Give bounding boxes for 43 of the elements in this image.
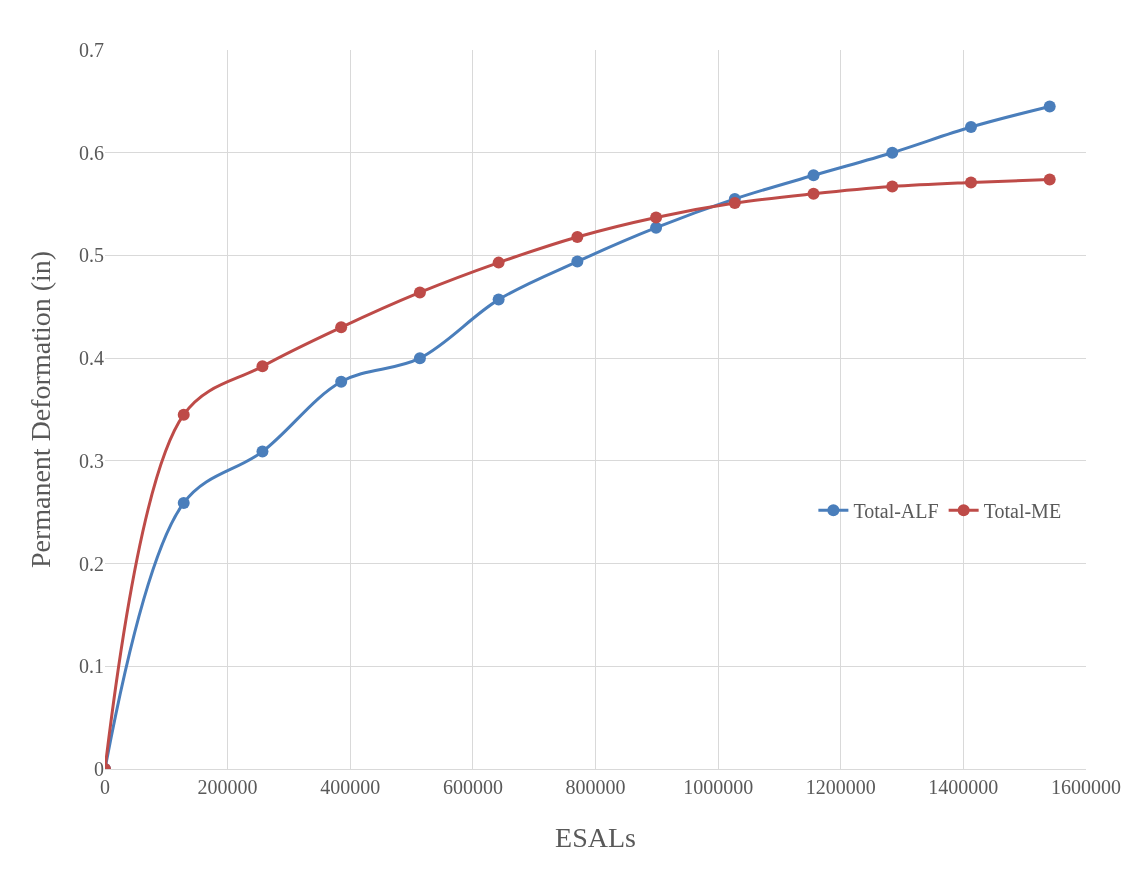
- point: [571, 255, 584, 268]
- point: [177, 408, 190, 421]
- y-tick-label: 0.6: [79, 141, 104, 164]
- point: [256, 445, 269, 458]
- point: [413, 286, 426, 299]
- legend-label: Total-ALF: [853, 499, 939, 522]
- point: [1043, 100, 1056, 113]
- point: [807, 169, 820, 182]
- x-tick-label: 1000000: [683, 776, 754, 798]
- x-tick-label: 600000: [442, 776, 503, 798]
- point: [650, 221, 663, 234]
- y-axis-title: Permanent Deformation (in): [24, 250, 56, 569]
- x-tick-label: 1400000: [928, 776, 999, 798]
- point: [886, 146, 899, 159]
- legend-label: Total-ME: [983, 499, 1062, 522]
- point: [807, 187, 820, 200]
- y-tick-label: 0.3: [79, 449, 104, 472]
- point: [492, 293, 505, 306]
- point: [1043, 173, 1056, 186]
- x-axis-title: ESALs: [555, 822, 636, 854]
- point: [571, 230, 584, 243]
- y-tick-label: 0.2: [79, 552, 104, 575]
- x-tick-label: 1600000: [1051, 776, 1121, 798]
- point: [492, 256, 505, 269]
- point: [964, 176, 977, 189]
- point: [964, 121, 977, 134]
- y-tick-label: 0.1: [79, 655, 104, 678]
- point: [335, 321, 348, 334]
- point: [886, 180, 899, 193]
- x-tick-label: 800000: [565, 776, 626, 798]
- point: [413, 352, 426, 365]
- point: [335, 375, 348, 388]
- y-tick-label: 0.5: [79, 244, 104, 267]
- y-tick-label: 0: [94, 758, 104, 780]
- x-tick-label: 400000: [320, 776, 381, 798]
- point: [728, 197, 741, 210]
- x-tick-label: 200000: [197, 776, 258, 798]
- y-tick-label: 0.7: [79, 39, 104, 61]
- y-tick-label: 0.4: [79, 347, 104, 370]
- point: [650, 211, 663, 224]
- x-tick-label: 1200000: [805, 776, 876, 798]
- point: [177, 496, 190, 509]
- point: [256, 360, 269, 373]
